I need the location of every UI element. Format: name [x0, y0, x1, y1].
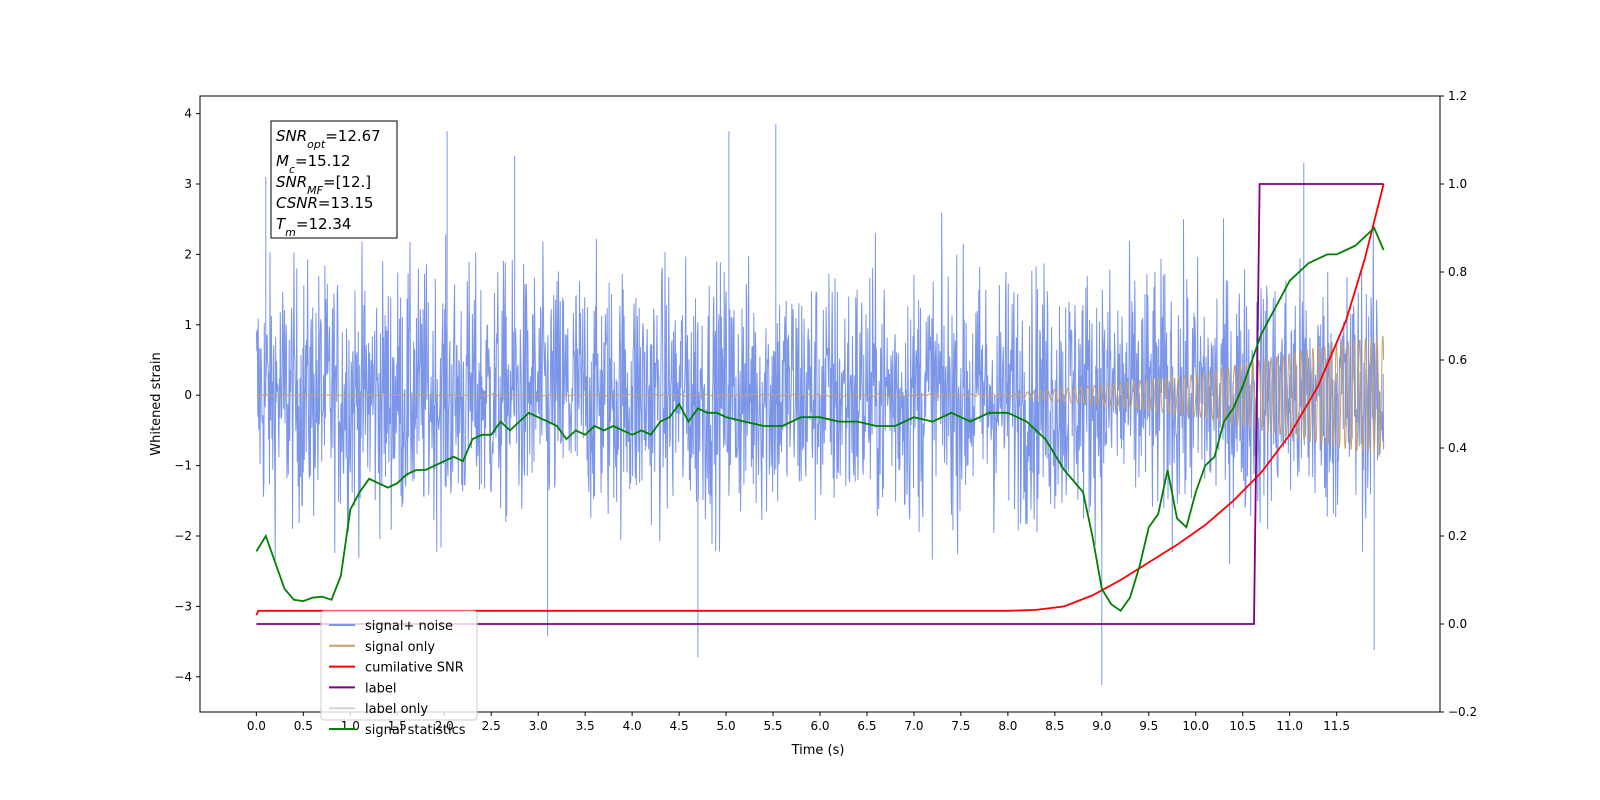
- y-axis-left: 4 3 2 1 0 −1 −2 −3 −4: [174, 107, 200, 684]
- legend-entry-label: label only: [365, 702, 428, 717]
- x-tick-label: 2.0: [435, 719, 454, 733]
- x-tick-label: 7.5: [951, 719, 970, 733]
- x-tick-label: 1.0: [341, 719, 360, 733]
- x-tick-label: 10.5: [1229, 719, 1256, 733]
- stat-snr-opt: SNRopt=12.67: [276, 127, 381, 151]
- legend: signal+ noise signal only cumilative SNR la…: [320, 610, 478, 738]
- legend-entry-label: signal+ noise: [365, 619, 453, 634]
- x-tick-label: 0.5: [294, 719, 313, 733]
- series-signal-only: [256, 335, 1385, 455]
- y2-tick-label: 0.0: [1448, 617, 1467, 631]
- stat-csnr: CSNR=13.15: [276, 194, 373, 212]
- legend-entry-label: label: [365, 681, 396, 696]
- x-axis-label: Time (s): [791, 743, 845, 758]
- y2-tick-label: 0.2: [1448, 529, 1467, 543]
- x-tick-label: 3.5: [576, 719, 595, 733]
- x-tick-label: 6.5: [857, 719, 876, 733]
- stat-mc: Mc=15.12: [276, 152, 351, 176]
- x-tick-label: 0.0: [247, 719, 266, 733]
- series-signal-noise: [255, 124, 1385, 686]
- y2-tick-label: 0.8: [1448, 265, 1467, 279]
- x-tick-label: 6.0: [810, 719, 829, 733]
- series-cumulative-snr: [255, 183, 1385, 616]
- x-tick-label: 2.5: [482, 719, 501, 733]
- x-axis: 0.0 0.5 1.0 1.5 2.0 2.5 3.0 3.5 4.0 4.5 5.0 5.5 6.0 6…: [247, 712, 1350, 733]
- x-tick-label: 1.5: [388, 719, 407, 733]
- stat-tm: Tm=12.34: [276, 215, 351, 239]
- series-signal-statistics: [255, 226, 1385, 613]
- y2-tick-label: 1.2: [1448, 89, 1467, 103]
- y-tick-label: 2: [184, 247, 192, 261]
- x-tick-label: 5.0: [717, 719, 736, 733]
- y2-tick-label: 1.0: [1448, 177, 1467, 191]
- x-tick-label: 4.5: [670, 719, 689, 733]
- x-tick-label: 11.0: [1276, 719, 1303, 733]
- x-tick-label: 3.0: [529, 719, 548, 733]
- legend-entry-label: cumilative SNR: [365, 661, 464, 676]
- series-label: [256, 183, 1384, 625]
- y2-tick-label: −0.2: [1448, 705, 1477, 719]
- y-tick-label: 4: [184, 107, 192, 121]
- y-tick-label: 3: [184, 177, 192, 191]
- y-tick-label: −3: [174, 599, 192, 613]
- y-tick-label: −4: [174, 670, 192, 684]
- legend-entry-label: signal statistics: [365, 723, 466, 738]
- y-tick-label: 1: [184, 318, 192, 332]
- x-tick-label: 9.5: [1139, 719, 1158, 733]
- y-tick-label: −1: [174, 459, 192, 473]
- y-tick-label: 0: [184, 388, 192, 402]
- x-tick-label: 8.5: [1045, 719, 1064, 733]
- y-axis-right: 1.2 1.0 0.8 0.6 0.4 0.2 0.0 −0.2: [1440, 89, 1477, 719]
- x-tick-label: 9.0: [1092, 719, 1111, 733]
- x-tick-label: 5.5: [763, 719, 782, 733]
- legend-entry-label: signal only: [365, 640, 435, 655]
- x-tick-label: 7.0: [904, 719, 923, 733]
- stat-snr-mf: SNRMF=[12.]: [276, 173, 371, 197]
- y2-tick-label: 0.4: [1448, 441, 1467, 455]
- stats-box: SNRopt=12.67 Mc=15.12 SNRMF=[12.] CSNR=1…: [270, 120, 398, 239]
- x-tick-label: 10.0: [1182, 719, 1209, 733]
- y2-tick-label: 0.6: [1448, 353, 1467, 367]
- x-tick-label: 4.0: [623, 719, 642, 733]
- y-tick-label: −2: [174, 529, 192, 543]
- x-tick-label: 8.0: [998, 719, 1017, 733]
- x-tick-label: 11.5: [1323, 719, 1350, 733]
- y-axis-label: Whitened strain: [149, 352, 164, 455]
